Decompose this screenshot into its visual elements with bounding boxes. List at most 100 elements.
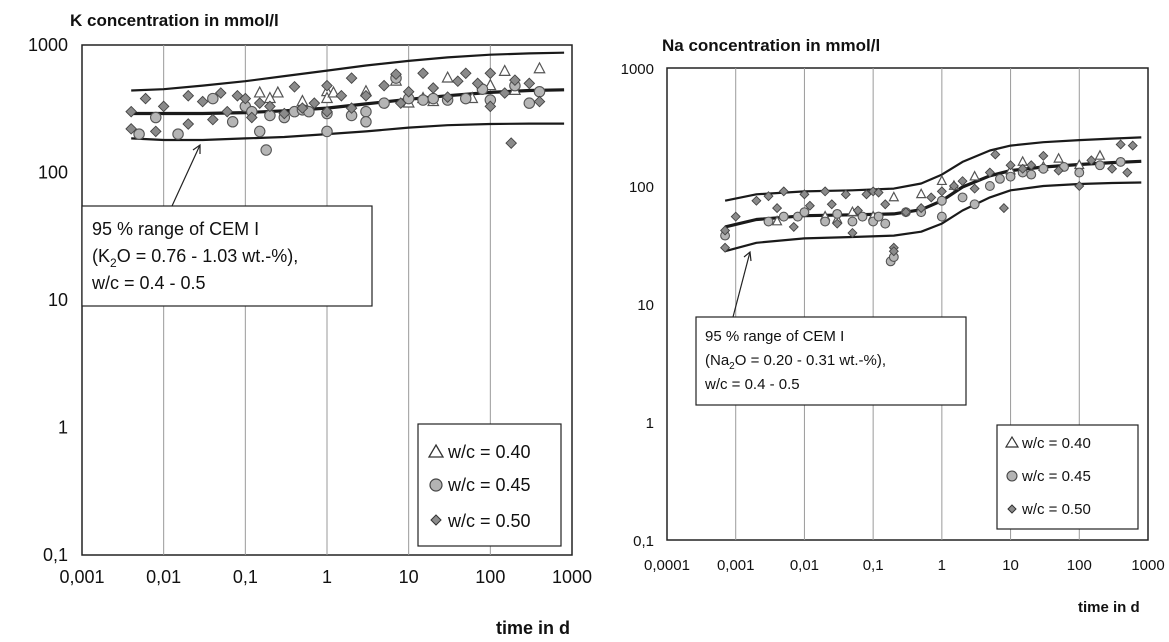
y-tick-label: 0,1 [43,545,68,565]
legend: w/c = 0.40 w/c = 0.45 w/c = 0.50 [417,423,562,547]
point-wc-050 [900,207,911,218]
x-tick-label: 1 [938,557,946,574]
point-wc-045 [957,192,968,203]
point-wc-040 [320,91,334,104]
annotation-frame [695,316,967,406]
chart-title: K concentration in mmol/l [70,11,279,30]
point-wc-050 [321,105,333,118]
point-wc-050 [417,67,429,80]
point-wc-050 [1005,160,1016,171]
point-wc-050 [1074,180,1085,192]
data-points [125,61,546,156]
x-tick-label: 1000 [552,567,592,587]
point-wc-050 [861,189,872,200]
point-wc-050 [840,189,851,200]
point-wc-045 [523,97,536,109]
point-wc-045 [459,92,472,105]
point-wc-040 [441,70,454,83]
point-wc-045 [969,199,980,210]
x-tick-label: 0,001 [59,567,104,587]
y-tick-label: 100 [629,179,654,196]
point-wc-045 [1095,160,1105,171]
band-median-line [724,159,1142,229]
point-wc-050 [998,203,1009,214]
point-wc-050 [1115,139,1126,150]
point-wc-050 [1026,160,1037,171]
point-wc-050 [820,186,831,197]
point-wc-050 [916,203,927,214]
band-median-line [131,88,565,116]
x-tick-label: 1000 [1131,557,1164,574]
point-wc-050 [182,118,195,130]
point-wc-050 [1086,155,1097,166]
point-wc-050 [847,227,858,238]
annotation-subscript: 2 [729,361,735,372]
point-wc-050 [182,89,195,102]
x-tick-label: 0,01 [790,557,819,574]
point-wc-050 [804,200,815,211]
band-upper-line [724,136,1142,202]
point-wc-050 [1038,150,1049,161]
point-wc-045 [792,211,803,222]
point-wc-050 [441,91,454,103]
point-wc-050 [498,87,511,99]
annotation-frame [81,205,373,307]
point-wc-050 [125,105,138,118]
point-wc-050 [239,92,252,105]
point-wc-050 [505,137,518,149]
point-wc-045 [417,94,429,106]
point-wc-050 [196,95,209,108]
point-wc-050 [125,123,138,135]
chart-title: Na concentration in mmol/l [662,36,880,55]
point-wc-040 [271,85,285,98]
point-wc-045 [378,97,390,109]
point-wc-045 [226,116,239,128]
point-wc-050 [763,191,774,202]
point-wc-040 [888,191,900,202]
point-wc-050 [221,105,234,118]
point-wc-050 [984,167,995,178]
point-wc-045 [984,181,995,191]
point-wc-045 [253,125,266,138]
point-wc-050 [278,107,291,120]
x-axis-label: time in d [1078,599,1140,616]
arrow-head-icon [192,143,201,154]
point-wc-050 [969,183,980,194]
point-wc-050 [873,187,884,198]
confidence-band [724,136,1142,253]
point-wc-045 [763,216,774,227]
x-tick-label: 100 [475,567,505,587]
point-wc-040 [936,174,948,186]
legend-label-040: w/c = 0.40 [1021,435,1091,452]
y-tick-label: 10 [637,297,654,314]
point-wc-050 [1053,165,1064,176]
x-tick-label: 0,0001 [644,557,690,574]
annotation-arrow [171,144,201,207]
point-wc-050 [720,242,731,253]
point-wc-050 [378,79,390,92]
arrow-head-icon [743,250,752,262]
point-wc-045 [880,218,891,229]
annotation-line-2: (K2O = 0.76 - 1.03 wt.-%), [92,246,298,270]
point-wc-045 [936,211,947,222]
point-wc-050 [484,67,497,80]
legend-label-040: w/c = 0.40 [447,442,531,462]
point-wc-050 [778,186,789,197]
point-wc-045 [1115,156,1126,167]
point-wc-050 [451,75,464,88]
point-wc-050 [533,95,546,108]
na-concentration-chart: Na concentration in mmol/l 0,11101001000… [621,36,1165,616]
point-wc-040 [969,170,981,181]
point-wc-040 [498,64,511,76]
point-wc-050 [214,87,227,99]
point-wc-050 [390,68,402,81]
circle-marker-icon [429,478,443,492]
point-wc-050 [245,111,258,124]
point-wc-050 [926,192,937,203]
y-tick-label: 1 [58,418,68,438]
point-wc-040 [1053,152,1064,163]
point-wc-050 [296,102,309,114]
legend-label-050: w/c = 0.50 [447,511,531,531]
point-wc-050 [157,100,170,113]
point-wc-050 [308,97,321,109]
